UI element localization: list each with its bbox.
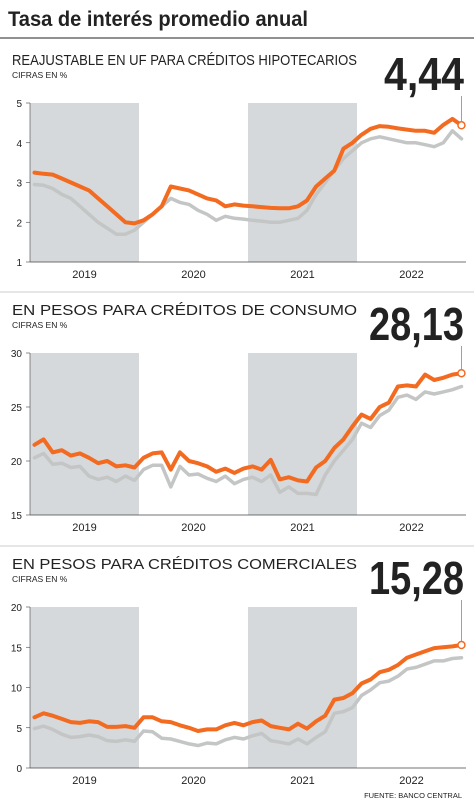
year-band	[30, 103, 139, 262]
y-tick-label: 15	[11, 643, 23, 654]
y-tick-label: 30	[11, 349, 23, 360]
series-line	[32, 116, 464, 226]
x-tick-label: 2021	[290, 269, 314, 281]
y-tick-label: 5	[16, 724, 22, 735]
x-tick-label: 2022	[399, 775, 423, 787]
x-tick-label: 2021	[290, 775, 314, 787]
series-line	[32, 371, 464, 484]
x-tick-label: 2020	[181, 522, 205, 534]
series-line	[32, 655, 464, 748]
year-band	[248, 103, 357, 262]
series-line	[32, 384, 464, 497]
y-tick-label: 10	[11, 684, 23, 695]
panel-title: REAJUSTABLE EN UF PARA CRÉDITOS HIPOTECA…	[12, 52, 357, 69]
y-tick-label: 1	[16, 258, 22, 269]
highlight-value: 28,13	[369, 298, 464, 350]
y-tick-label: 25	[11, 403, 23, 414]
y-tick-label: 0	[16, 764, 22, 775]
y-tick-label: 3	[16, 179, 22, 190]
highlight-value: 15,28	[369, 552, 464, 604]
year-band	[248, 353, 357, 515]
source: FUENTE: BANCO CENTRAL	[364, 791, 462, 800]
year-band	[30, 607, 139, 768]
y-tick-label: 2	[16, 218, 22, 229]
y-tick-label: 20	[11, 457, 23, 468]
panel-title: EN PESOS PARA CRÉDITOS DE CONSUMO	[12, 302, 357, 319]
x-tick-label: 2022	[399, 269, 423, 281]
series-line	[32, 643, 464, 733]
panel-title: EN PESOS PARA CRÉDITOS COMERCIALES	[12, 556, 357, 573]
year-band	[30, 353, 139, 515]
panel-subtitle: CIFRAS EN %	[12, 70, 68, 80]
x-tick-label: 2019	[72, 269, 96, 281]
panel-subtitle: CIFRAS EN %	[12, 574, 68, 584]
y-tick-label: 5	[16, 99, 22, 110]
y-tick-label: 15	[11, 511, 23, 522]
highlight-value: 4,44	[384, 48, 464, 100]
x-tick-label: 2019	[72, 522, 96, 534]
highlight-point	[457, 640, 466, 650]
x-tick-label: 2020	[181, 775, 205, 787]
highlight-point	[457, 368, 466, 378]
page-title: Tasa de interés promedio anual	[8, 8, 308, 31]
x-tick-label: 2019	[72, 775, 96, 787]
panel-subtitle: CIFRAS EN %	[12, 320, 68, 330]
x-tick-label: 2022	[399, 522, 423, 534]
y-tick-label: 4	[16, 139, 22, 150]
highlight-point	[457, 121, 466, 130]
x-tick-label: 2021	[290, 522, 314, 534]
y-tick-label: 20	[11, 603, 23, 614]
x-tick-label: 2020	[181, 269, 205, 281]
series-line	[32, 129, 464, 236]
year-band	[248, 607, 357, 768]
